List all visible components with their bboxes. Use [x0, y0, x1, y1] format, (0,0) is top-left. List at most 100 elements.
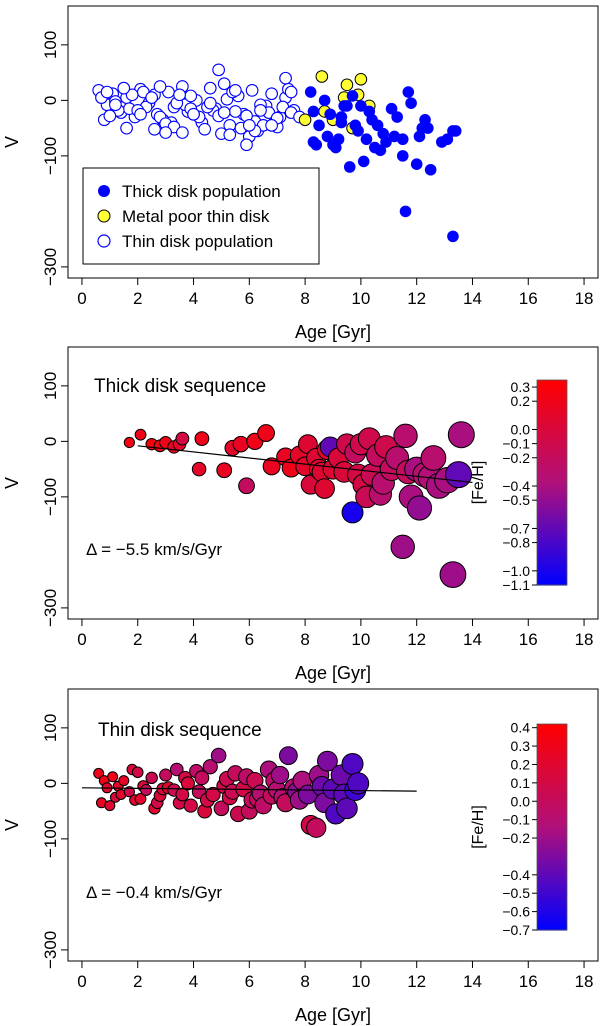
thick-disk-point: [318, 94, 331, 107]
x-tick-label: 2: [133, 289, 142, 308]
panel-thick-sequence: 0 2 4 6 8 10 12 14 16 18 100 0 −100 −300 Age [Gyr] V Th…: [2, 346, 599, 683]
colorbar-band: [537, 555, 567, 559]
colorbar-band: [537, 919, 567, 923]
colorbar-band: [537, 441, 567, 444]
colorbar-band: [537, 794, 567, 797]
colorbar-band: [537, 557, 567, 560]
colorbar-band: [537, 893, 567, 897]
colorbar-band: [537, 463, 567, 467]
colorbar-band: [537, 550, 567, 554]
thin-disk-point: [265, 87, 278, 101]
colorbar-band: [537, 851, 567, 854]
colorbar-band: [537, 854, 567, 857]
star-point: [123, 436, 135, 449]
panel-thin-sequence: 0 2 4 6 8 10 12 14 16 18 100 0 −100 −300 Age [Gyr] V Th…: [2, 688, 599, 1025]
colorbar-tick-label: −1.1: [502, 577, 530, 593]
colorbar-band: [537, 516, 567, 519]
colorbar-band: [537, 470, 567, 473]
x-axis-title: Age [Gyr]: [295, 1005, 371, 1025]
colorbar-band: [537, 839, 567, 842]
colorbar-band: [537, 533, 567, 537]
colorbar-band: [537, 801, 567, 804]
colorbar-band: [537, 562, 567, 566]
star-point: [107, 771, 119, 783]
colorbar-band: [537, 763, 567, 766]
colorbar-band: [537, 900, 567, 904]
colorbar-band: [537, 821, 567, 825]
star-point: [317, 750, 338, 772]
colorbar-band: [537, 472, 567, 475]
star-point: [278, 746, 298, 766]
colorbar-band: [537, 899, 567, 902]
colorbar-band: [537, 761, 567, 765]
thick-disk-point: [343, 161, 356, 173]
y-tick-label: −100: [41, 137, 60, 175]
star-point: [145, 771, 158, 785]
colorbar-band: [537, 520, 567, 523]
colorbar-band: [537, 780, 567, 783]
colorbar-band: [537, 814, 567, 818]
colorbar-band: [537, 509, 567, 513]
colorbar-band: [537, 777, 567, 780]
colorbar-band: [537, 818, 567, 821]
colorbar-band: [537, 460, 567, 463]
colorbar-band: [537, 912, 567, 916]
star-point: [175, 431, 190, 446]
plot-frame: [67, 688, 599, 962]
star-point: [447, 421, 475, 449]
colorbar-band: [537, 390, 567, 393]
colorbar-band: [537, 549, 567, 552]
colorbar-band: [537, 890, 567, 893]
x-tick-label: 12: [407, 972, 426, 991]
star-point: [123, 786, 135, 798]
y-tick-label: −100: [41, 820, 60, 858]
x-tick-label: 10: [351, 972, 370, 991]
slope-annotation: Δ = −0.4 km/s/Gyr: [86, 883, 222, 902]
thick-disk-point: [441, 133, 454, 146]
colorbar-band: [537, 427, 567, 431]
colorbar-band: [537, 785, 567, 789]
panel-title: Thin disk sequence: [98, 720, 262, 741]
axes-layer: 0 2 4 6 8 10 12 14 16 18 100 0 −100 −300 Age [Gyr] V: [2, 346, 599, 683]
star-point: [159, 768, 173, 782]
colorbar-band: [537, 840, 567, 844]
colorbar-band: [537, 742, 567, 746]
colorbar-tick-label: −0.4: [502, 478, 530, 494]
colorbar-band: [537, 561, 567, 564]
axes-layer: 0 2 4 6 8 10 12 14 16 18 100 0 −100 −300 Age [Gyr] V: [2, 5, 599, 342]
colorbar-band: [537, 552, 567, 555]
star-point: [314, 478, 335, 499]
legend-marker-metal-poor: [97, 209, 111, 223]
colorbar-band: [537, 410, 567, 414]
y-tick-label: 100: [41, 714, 60, 742]
colorbar-band: [537, 432, 567, 436]
colorbar-band: [537, 820, 567, 823]
thick-disk-point: [385, 102, 398, 115]
colorbar-band: [537, 446, 567, 449]
colorbar-band: [537, 924, 567, 928]
colorbar-band: [537, 724, 567, 727]
colorbar-band: [537, 849, 567, 852]
thick-disk-point: [399, 205, 412, 218]
colorbar-band: [537, 883, 567, 886]
x-tick-label: 6: [245, 289, 254, 308]
colorbar-band: [537, 857, 567, 861]
legend-label-thick: Thick disk population: [122, 182, 281, 201]
star-point: [131, 766, 144, 779]
colorbar-band: [537, 869, 567, 873]
panel-population: 0 2 4 6 8 10 12 14 16 18 100 0 −100 −300 Age [Gyr] V Th…: [2, 5, 599, 342]
colorbar-band: [537, 453, 567, 456]
colorbar-band: [537, 852, 567, 856]
thick-disk-point: [307, 136, 320, 148]
thin-disk-point: [254, 104, 267, 117]
star-point: [194, 770, 210, 786]
colorbar-tick-label: −0.2: [502, 830, 530, 846]
colorbar-band: [537, 746, 567, 749]
colorbar-band: [537, 917, 567, 921]
thin-disk-point: [203, 81, 217, 95]
colorbar-band: [537, 797, 567, 801]
thin-disk-point: [173, 88, 186, 102]
colorbar-band: [537, 909, 567, 912]
star-point: [445, 461, 473, 489]
colorbar-band: [537, 878, 567, 881]
